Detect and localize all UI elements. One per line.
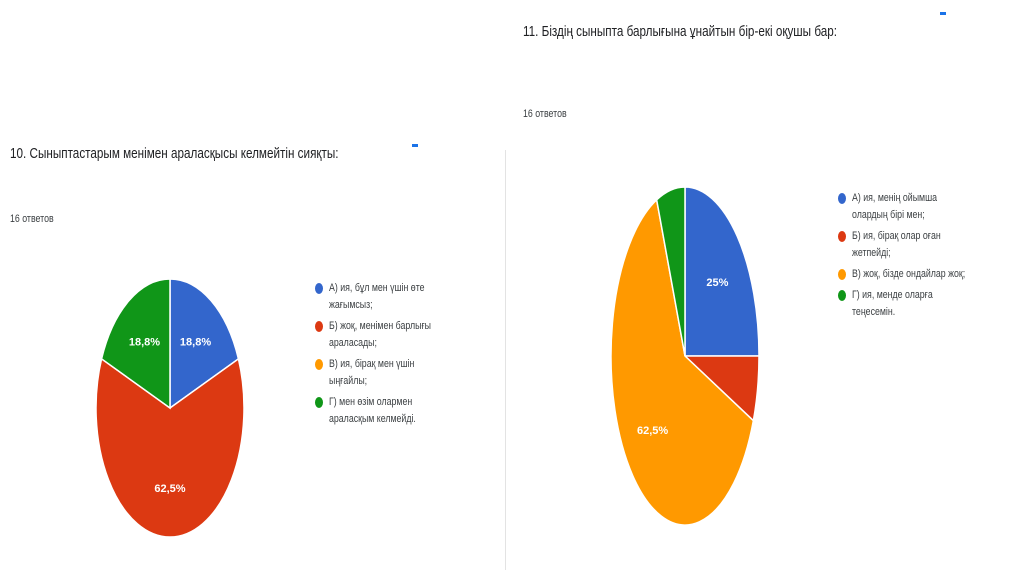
legend-label: Б) ия, бірақ олар оған жетпейді;: [852, 230, 941, 259]
legend-item: Б) ия, бірақ олар оған жетпейді;: [838, 228, 998, 262]
legend-item: В) жоқ, бізде ондайлар жоқ;: [838, 266, 998, 283]
legend-swatch: [838, 269, 846, 280]
question-title: 10. Сыныптастарым менімен араласқысы кел…: [10, 145, 339, 162]
legend-swatch: [315, 359, 323, 370]
pie-slice: [95, 357, 245, 538]
chart-legend: А) ия, бұл мен үшін өте жағымсыз; Б) жоқ,…: [315, 280, 485, 432]
legend-label: В) ия, бірақ мен үшін ыңғайлы;: [329, 358, 415, 387]
legend-swatch: [315, 283, 323, 294]
slice-value-label: 18,8%: [129, 337, 160, 349]
legend-swatch: [838, 193, 846, 204]
chart-legend: А) ия, менің ойымша олардың бірі мен; Б) …: [838, 190, 998, 325]
legend-label: В) жоқ, бізде ондайлар жоқ;: [852, 268, 966, 280]
legend-item: В) ия, бірақ мен үшін ыңғайлы;: [315, 356, 485, 390]
pie-slice: [169, 278, 240, 410]
slice-value-label: 18,8%: [180, 337, 211, 349]
accent-mark: [940, 12, 946, 15]
slice-value-label: 62,5%: [154, 483, 185, 495]
legend-item: А) ия, менің ойымша олардың бірі мен;: [838, 190, 998, 224]
panel-divider: [505, 150, 506, 570]
legend-label: А) ия, менің ойымша олардың бірі мен;: [852, 192, 938, 221]
pie-chart: 18,8% 62,5% 18,8%: [95, 278, 245, 538]
legend-item: Г) ия, менде оларға теңесемін.: [838, 287, 998, 321]
legend-swatch: [315, 321, 323, 332]
legend-label: А) ия, бұл мен үшін өте жағымсыз;: [329, 282, 425, 311]
legend-item: Б) жоқ, менімен барлығы араласады;: [315, 318, 485, 352]
slice-value-label: 62,5%: [637, 425, 668, 437]
pie-slice: [655, 186, 686, 357]
legend-swatch: [838, 290, 846, 301]
question-10-panel: 10. Сыныптастарым менімен араласқысы кел…: [0, 128, 500, 568]
legend-item: А) ия, бұл мен үшін өте жағымсыз;: [315, 280, 485, 314]
legend-label: Г) ия, менде оларға теңесемін.: [852, 289, 933, 318]
question-title: 11. Біздің сыныпта барлығына ұнайтын бір…: [523, 23, 838, 40]
accent-mark: [412, 144, 418, 147]
question-11-panel: 11. Біздің сыныпта барлығына ұнайтын бір…: [510, 0, 1016, 575]
pie-slice: [610, 198, 755, 526]
response-count: 16 ответов: [10, 213, 54, 225]
pie-slice: [684, 186, 760, 357]
response-count: 16 ответов: [523, 108, 567, 120]
legend-swatch: [315, 397, 323, 408]
legend-label: Г) мен өзім олармен араласқым келмейді.: [329, 396, 416, 425]
slice-value-label: 25%: [706, 277, 728, 289]
legend-label: Б) жоқ, менімен барлығы араласады;: [329, 320, 431, 349]
pie-chart: 25% 62,5%: [610, 186, 760, 526]
legend-item: Г) мен өзім олармен араласқым келмейді.: [315, 394, 485, 428]
pie-slice: [100, 278, 171, 410]
legend-swatch: [838, 231, 846, 242]
